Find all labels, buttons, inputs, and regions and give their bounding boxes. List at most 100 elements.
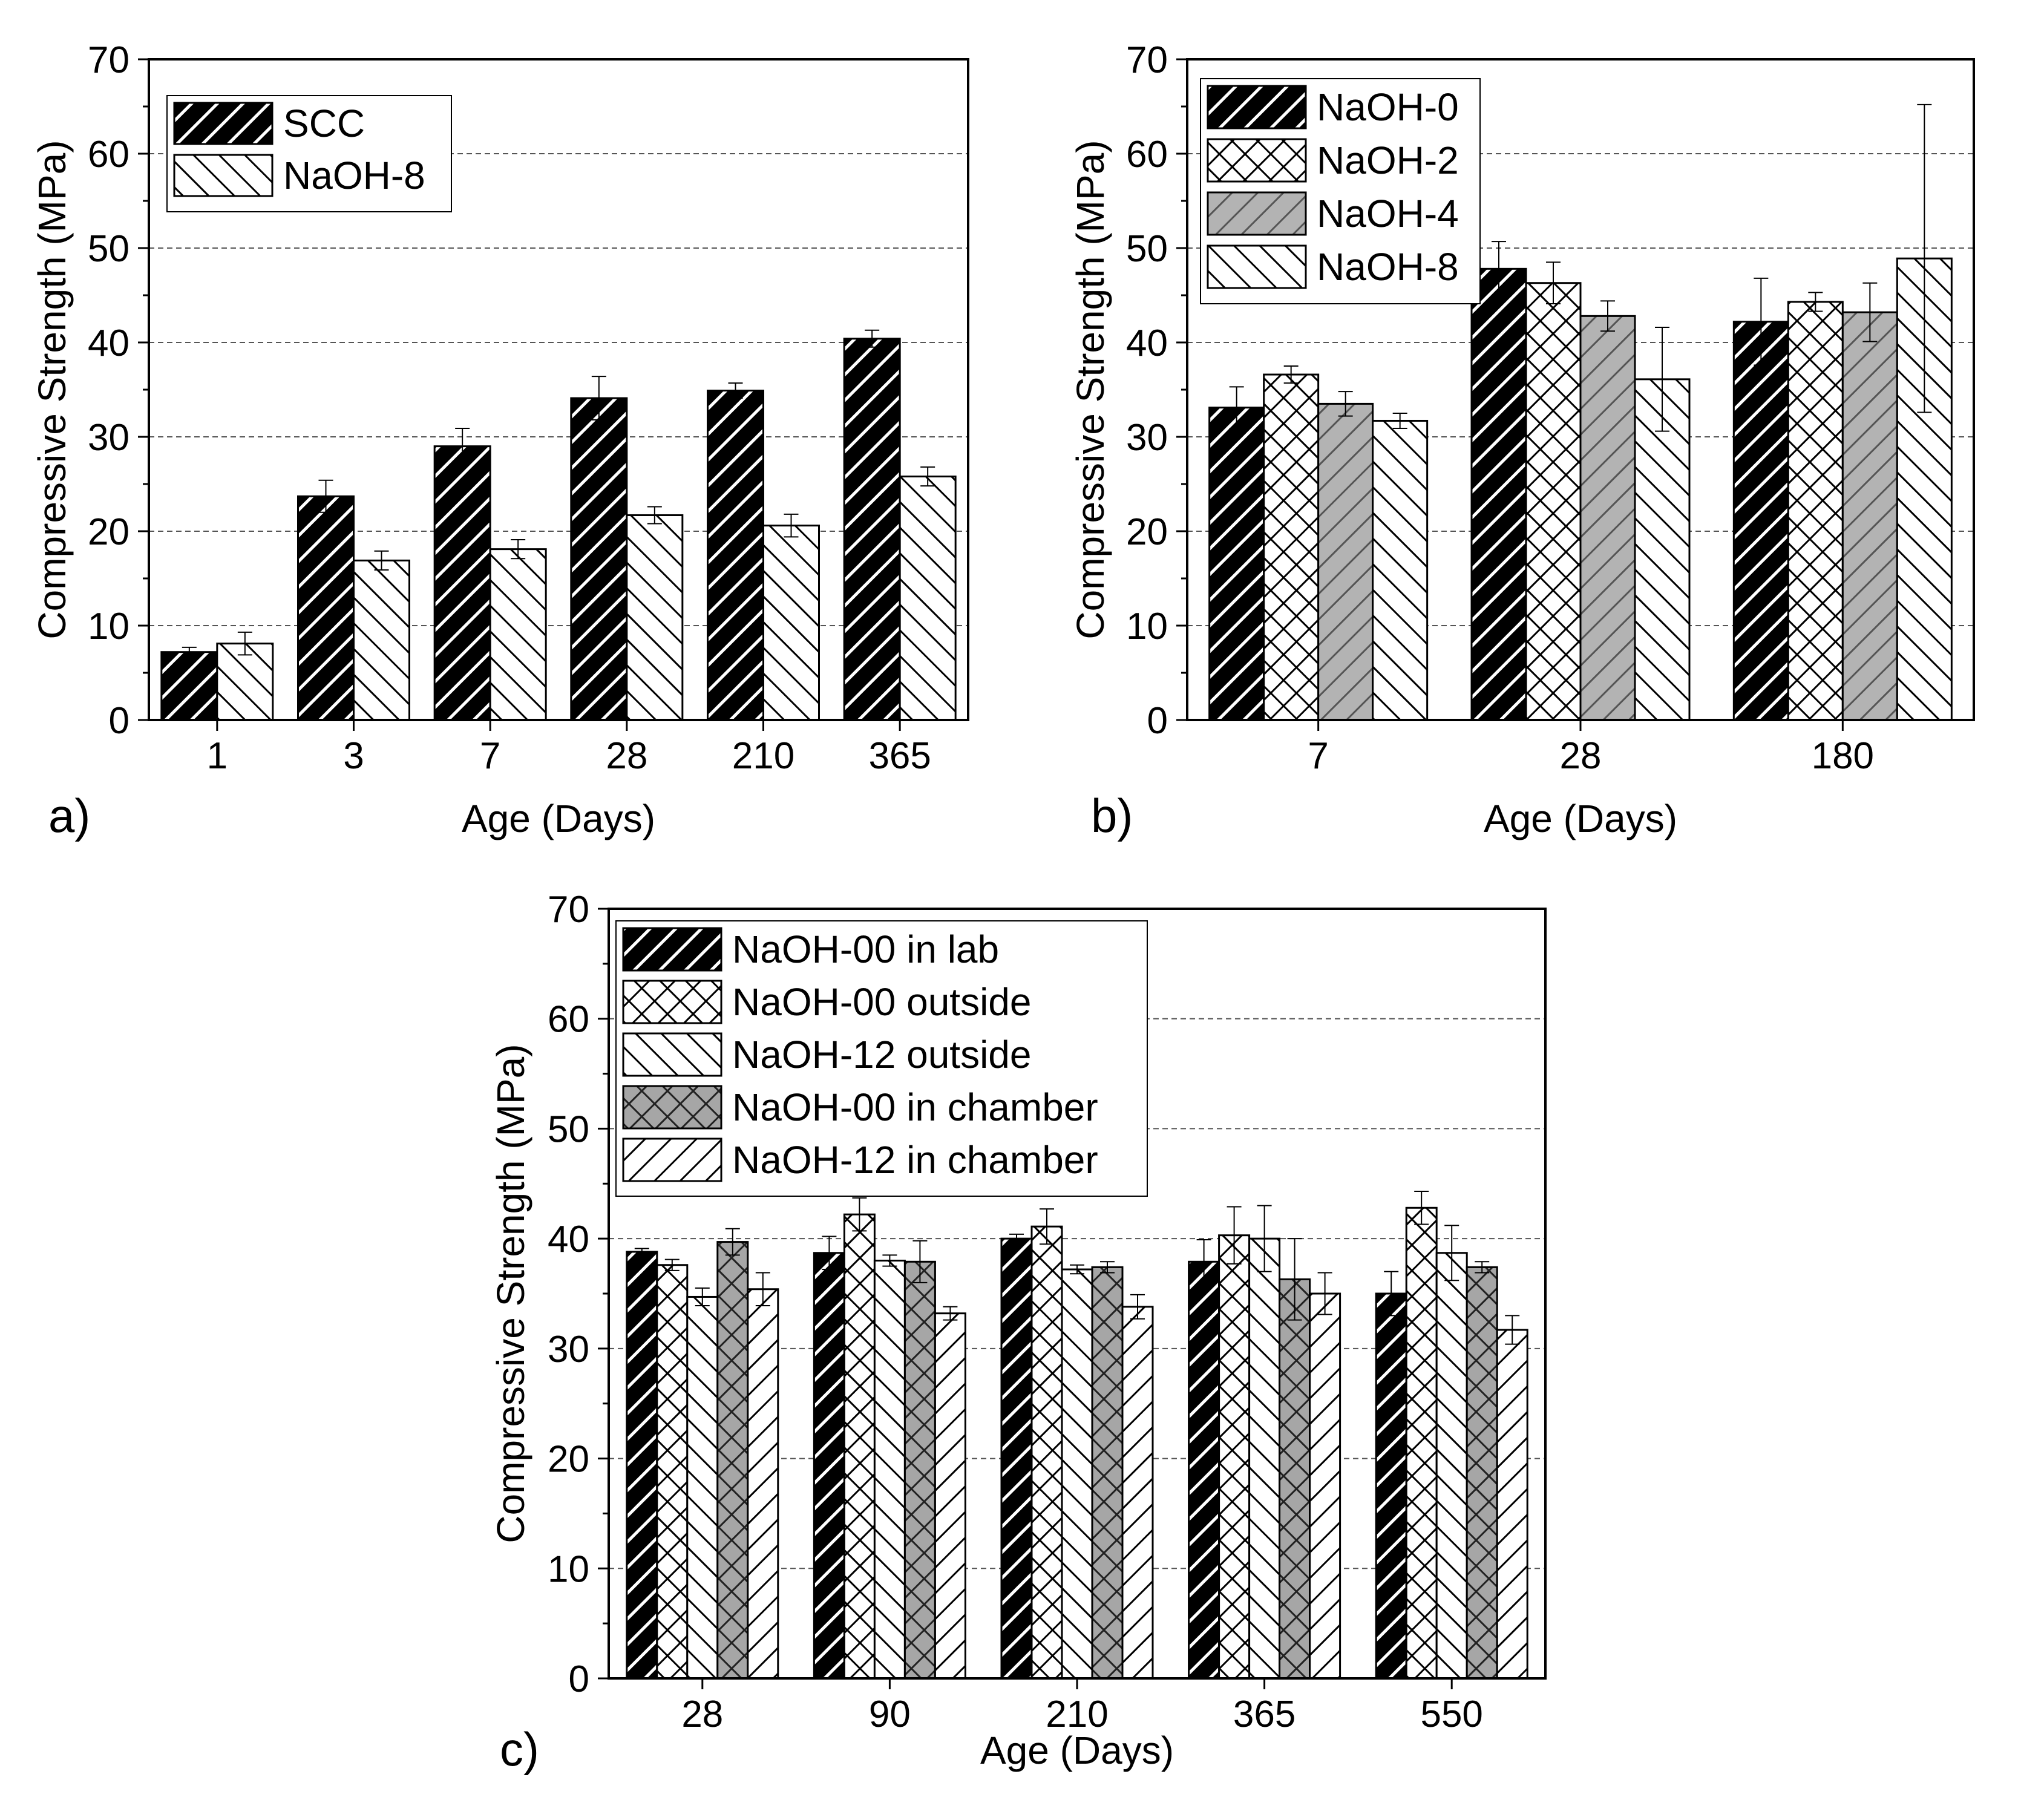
bar-naoh-0-180 (1732, 321, 1789, 721)
bar-scc-1 (160, 651, 218, 721)
bar-naoh-4-7 (1317, 402, 1374, 721)
y-tick-label: 70 (88, 39, 129, 81)
bar-naoh-8-210 (762, 525, 820, 721)
bar-naoh-12-in-chamber-90 (934, 1312, 966, 1680)
legend-swatch (622, 927, 722, 972)
legend-swatch (173, 154, 274, 197)
y-tick-label: 40 (548, 1219, 589, 1260)
y-tick-label: 20 (88, 511, 129, 553)
bar-naoh-0-28 (1470, 267, 1527, 721)
bar-naoh-8-365 (899, 476, 957, 721)
bar-naoh-00-in-lab-365 (1188, 1260, 1220, 1680)
x-tick-label: 210 (1046, 1694, 1108, 1735)
y-tick-label: 40 (88, 322, 129, 364)
legend-label: NaOH-00 outside (732, 980, 1031, 1024)
bar-naoh-12-in-chamber-28 (747, 1288, 779, 1680)
y-tick-label: 50 (548, 1108, 589, 1150)
y-axis-title: Compressive Strength (MPa) (1069, 140, 1112, 639)
bar-naoh-00-in-chamber-28 (716, 1241, 749, 1680)
y-tick-label: 0 (1147, 700, 1168, 742)
y-tick-label: 60 (88, 134, 129, 175)
bar-naoh-12-outside-90 (873, 1259, 906, 1680)
legend-label: NaOH-8 (283, 154, 425, 197)
x-tick-label: 1 (207, 735, 228, 777)
bar-naoh-12-outside-550 (1435, 1252, 1468, 1680)
legend-label: NaOH-0 (1317, 85, 1459, 129)
bar-naoh-12-outside-210 (1061, 1268, 1093, 1680)
bar-naoh-00-outside-90 (843, 1213, 876, 1680)
bar-naoh-00-in-chamber-210 (1091, 1266, 1124, 1680)
bar-naoh-00-in-chamber-365 (1279, 1278, 1311, 1680)
legend-swatch (1207, 244, 1307, 289)
chart-panel-b: 0 10 20 30 40 50 60 70 7 28 180 Age (Days) Compressi… (1069, 39, 1975, 842)
bar-scc-3 (297, 495, 355, 721)
legend-label: NaOH-2 (1317, 139, 1459, 182)
y-tick-label: 10 (88, 606, 129, 647)
y-tick-label: 20 (548, 1439, 589, 1481)
bar-naoh-00-in-chamber-90 (903, 1260, 936, 1680)
bar-naoh-12-in-chamber-210 (1121, 1306, 1154, 1680)
bar-naoh-8-3 (353, 559, 410, 721)
bar-naoh-00-outside-28 (656, 1264, 689, 1680)
y-tick-label: 60 (548, 999, 589, 1041)
x-axis-title: Age (Days) (462, 797, 655, 840)
bar-naoh-00-in-chamber-550 (1466, 1266, 1498, 1680)
y-tick-label: 0 (569, 1658, 589, 1700)
legend-swatch (173, 102, 274, 145)
legend-label: NaOH-8 (1317, 245, 1459, 289)
x-tick-label: 365 (1233, 1694, 1296, 1735)
y-tick-label: 70 (1126, 39, 1168, 81)
bar-naoh-0-7 (1208, 407, 1265, 721)
chart-panel-a: 0 10 20 30 40 50 60 70 1 3 7 28 210 365 Age (Days) Comp… (30, 39, 969, 842)
legend-label: NaOH-4 (1317, 192, 1459, 235)
bar-naoh-4-180 (1841, 311, 1898, 721)
y-axis-title: Compressive Strength (MPa) (489, 1044, 532, 1543)
legend-swatch (622, 1032, 722, 1077)
y-tick-label: 50 (1126, 228, 1168, 270)
bar-naoh-12-outside-365 (1248, 1237, 1281, 1680)
bar-naoh-2-28 (1525, 282, 1582, 721)
legend-swatch (622, 1137, 722, 1182)
bar-scc-210 (707, 390, 764, 721)
x-axis-title: Age (Days) (1484, 797, 1677, 840)
bar-naoh-00-in-lab-550 (1375, 1292, 1407, 1680)
legend-swatch (622, 1085, 722, 1130)
bar-naoh-8-28 (1634, 378, 1691, 721)
bar-scc-28 (570, 397, 628, 721)
x-tick-label: 550 (1420, 1694, 1482, 1735)
bar-scc-7 (433, 445, 491, 721)
bar-naoh-00-in-lab-90 (813, 1252, 845, 1680)
x-tick-label: 90 (869, 1694, 911, 1735)
x-tick-label: 7 (480, 735, 500, 777)
x-tick-label: 28 (606, 735, 647, 777)
bar-naoh-12-in-chamber-365 (1309, 1292, 1341, 1680)
y-tick-label: 60 (1126, 134, 1168, 175)
bar-naoh-12-in-chamber-550 (1496, 1329, 1528, 1680)
bar-naoh-00-outside-365 (1218, 1234, 1251, 1680)
panel-label: b) (1091, 789, 1133, 842)
bar-naoh-00-outside-550 (1405, 1206, 1438, 1680)
x-tick-label: 180 (1812, 735, 1874, 777)
panel-label: c) (500, 1723, 539, 1776)
x-tick-label: 28 (681, 1694, 723, 1735)
x-tick-label: 3 (343, 735, 364, 777)
x-tick-label: 210 (732, 735, 794, 777)
legend-label: SCC (283, 102, 365, 145)
bar-naoh-8-7 (1372, 419, 1429, 721)
bar-naoh-8-1 (216, 643, 274, 721)
bar-scc-365 (843, 338, 901, 721)
legend-label: NaOH-00 in chamber (732, 1085, 1098, 1129)
legend-label: NaOH-12 outside (732, 1033, 1031, 1076)
y-tick-label: 10 (548, 1548, 589, 1590)
bar-naoh-2-7 (1263, 373, 1320, 721)
legend-swatch (1207, 191, 1307, 236)
y-tick-label: 20 (1126, 511, 1168, 553)
y-tick-label: 50 (88, 228, 129, 270)
x-tick-label: 365 (868, 735, 931, 777)
legend-swatch (1207, 85, 1307, 129)
legend-swatch (622, 980, 722, 1024)
legend-swatch (1207, 138, 1307, 183)
bar-naoh-2-180 (1787, 301, 1844, 721)
chart-panel-c: 0 10 20 30 40 50 60 70 28 90 210 365 550 Age (Days) Co… (489, 889, 1547, 1776)
